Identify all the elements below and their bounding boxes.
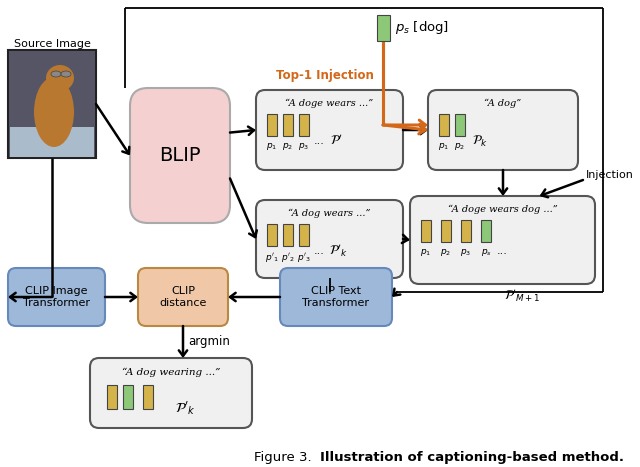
Text: $p_1$: $p_1$ [420,247,431,258]
Bar [439,114,449,136]
FancyBboxPatch shape [256,200,403,278]
Text: $\mathcal{P}'_{M+1}$: $\mathcal{P}'_{M+1}$ [504,288,541,304]
Text: BLIP: BLIP [159,146,201,165]
Text: “A doge wears ...”: “A doge wears ...” [285,99,374,108]
Text: $p_s$ [dog]: $p_s$ [dog] [395,20,449,36]
Text: ...: ... [314,136,324,146]
Bar [481,220,491,242]
Text: $\mathcal{P}'$: $\mathcal{P}'$ [330,134,342,148]
Bar [441,220,451,242]
Ellipse shape [61,71,71,77]
Text: CLIP Text
Transformer: CLIP Text Transformer [303,286,369,308]
Text: argmin: argmin [188,335,230,348]
Text: $p_1$: $p_1$ [266,141,278,152]
Bar [283,114,293,136]
Text: $p_3$: $p_3$ [298,141,310,152]
Bar [283,224,293,246]
Text: $\mathcal{P}_k$: $\mathcal{P}_k$ [472,134,488,149]
Ellipse shape [51,71,61,77]
Text: “A dog wearing ...”: “A dog wearing ...” [122,368,220,377]
Bar [267,224,277,246]
Text: CLIP Image
Transformer: CLIP Image Transformer [23,286,90,308]
Bar [299,114,309,136]
Text: $p_2$: $p_2$ [454,141,465,152]
Bar [10,127,94,157]
Text: $p_s$: $p_s$ [481,247,492,258]
FancyBboxPatch shape [428,90,578,170]
Text: $p'_3$: $p'_3$ [297,251,311,264]
Text: $p_1$: $p_1$ [438,141,450,152]
FancyBboxPatch shape [256,90,403,170]
Bar [9,51,95,157]
Bar [107,385,117,409]
Text: “A dog wears ...”: “A dog wears ...” [288,208,371,218]
Bar [123,385,133,409]
Text: $p'_2$: $p'_2$ [281,251,295,264]
Text: $\mathcal{P}'_k$: $\mathcal{P}'_k$ [329,243,348,259]
FancyBboxPatch shape [8,50,96,158]
FancyBboxPatch shape [8,268,105,326]
Text: $p_2$: $p_2$ [440,247,452,258]
FancyBboxPatch shape [138,268,228,326]
FancyBboxPatch shape [130,88,230,223]
Ellipse shape [34,77,74,147]
FancyBboxPatch shape [280,268,392,326]
Bar [455,114,465,136]
Bar [299,224,309,246]
Text: Top-1 Injection: Top-1 Injection [276,69,373,82]
Bar [461,220,471,242]
Text: Figure 3.: Figure 3. [254,451,320,464]
Bar [143,385,153,409]
Text: Illustration of captioning-based method.: Illustration of captioning-based method. [320,451,624,464]
Text: $p'_1$: $p'_1$ [265,251,279,264]
Ellipse shape [46,65,74,91]
FancyBboxPatch shape [90,358,252,428]
Bar [267,114,277,136]
Text: ...: ... [497,246,508,256]
Text: Injection: Injection [586,170,634,180]
FancyBboxPatch shape [410,196,595,284]
Text: $\mathcal{P}'_k$: $\mathcal{P}'_k$ [175,399,195,417]
Text: $p_2$: $p_2$ [282,141,294,152]
Text: CLIP
distance: CLIP distance [159,286,207,308]
Bar [421,220,431,242]
Bar [376,15,390,41]
Text: $p_3$: $p_3$ [460,247,472,258]
Text: Source Image: Source Image [13,39,90,49]
Text: ...: ... [314,246,324,256]
Text: “A doge wears dog ...”: “A doge wears dog ...” [447,205,557,214]
Text: “A dog”: “A dog” [484,99,522,108]
